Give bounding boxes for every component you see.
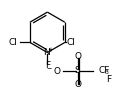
Text: Cl: Cl [67,38,76,47]
Text: O: O [74,80,81,89]
Text: N: N [43,47,50,57]
Text: Cl: Cl [9,38,18,47]
Text: F: F [106,75,112,84]
Text: +: + [47,47,53,54]
Text: S: S [75,66,81,75]
Text: $^-$O: $^-$O [45,65,62,76]
Text: F: F [45,61,50,70]
Text: CF: CF [99,66,110,75]
Text: O: O [74,52,81,61]
Text: 3: 3 [104,69,108,75]
